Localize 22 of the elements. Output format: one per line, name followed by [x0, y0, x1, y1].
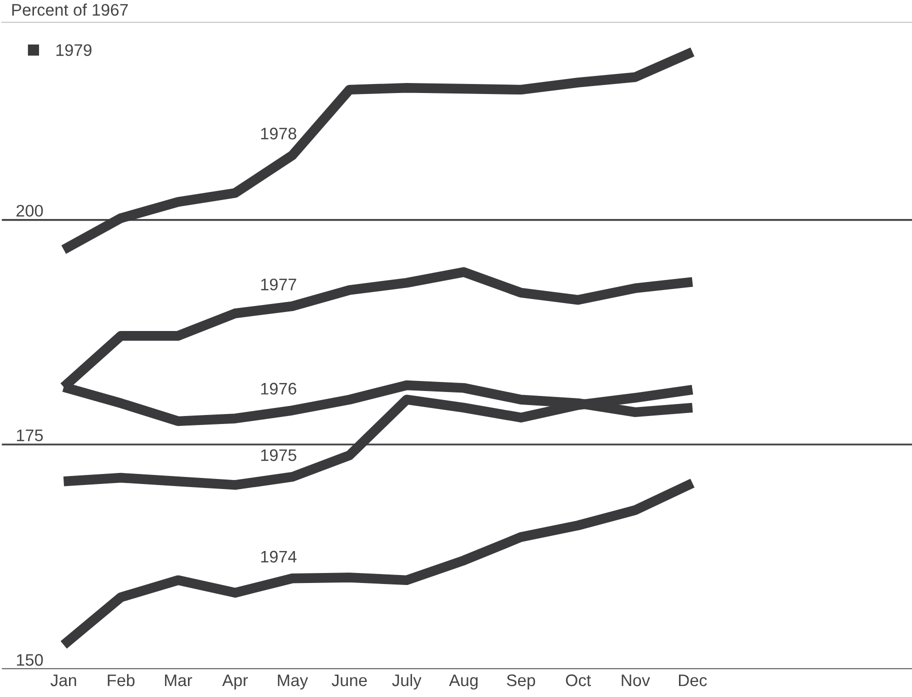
series-label: 1977 [261, 278, 296, 290]
x-tick-label: Mar [165, 674, 192, 686]
y-tick-label: 150 [16, 654, 43, 666]
x-tick-label: May [278, 674, 308, 690]
x-tick-label: Apr [222, 674, 248, 690]
x-tick-label: Dec [678, 674, 707, 686]
x-tick-label: Jan [50, 674, 76, 686]
x-tick-label: Oct [566, 674, 591, 686]
x-tick-label: June [332, 674, 367, 686]
y-tick-label: 175 [16, 430, 43, 442]
series-label: 1974 [261, 550, 296, 563]
legend-label: 1979 [56, 44, 92, 56]
series-label: 1976 [261, 382, 296, 395]
series-label: 1975 [261, 449, 296, 462]
x-tick-label: July [392, 674, 422, 690]
x-tick-label: Feb [108, 674, 135, 686]
x-tick-label: Aug [449, 674, 478, 690]
x-tick-label: Sep [506, 674, 536, 690]
x-tick-label: Nov [622, 674, 650, 686]
series-label: 1978 [261, 128, 296, 140]
y-tick-label: 200 [16, 204, 43, 217]
y-axis-title: Percent of 1967 [12, 4, 128, 16]
